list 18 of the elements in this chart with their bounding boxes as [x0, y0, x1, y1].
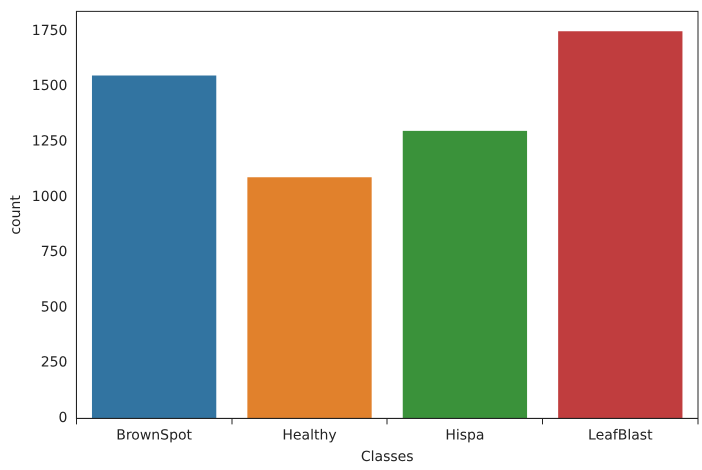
bar — [558, 31, 682, 418]
y-tick-label: 1250 — [32, 134, 68, 150]
x-axis-title: Classes — [360, 449, 414, 466]
y-axis-title: count — [8, 194, 24, 235]
x-tick-label: LeafBlast — [588, 427, 654, 444]
y-tick-label: 1000 — [32, 188, 68, 205]
bar — [247, 177, 372, 418]
x-tick-label: Healthy — [282, 427, 337, 444]
y-tick-label: 250 — [40, 354, 68, 371]
y-tick-label: 500 — [40, 299, 68, 316]
y-tick-label: 750 — [40, 244, 68, 260]
bar — [92, 76, 216, 418]
bar — [402, 130, 528, 418]
y-tick-label: 1500 — [32, 78, 68, 94]
x-tick-label: BrownSpot — [116, 427, 193, 444]
x-tick-label: Hispa — [445, 427, 485, 444]
y-tick-label: 1750 — [32, 22, 68, 39]
y-tick-label: 0 — [58, 410, 68, 426]
